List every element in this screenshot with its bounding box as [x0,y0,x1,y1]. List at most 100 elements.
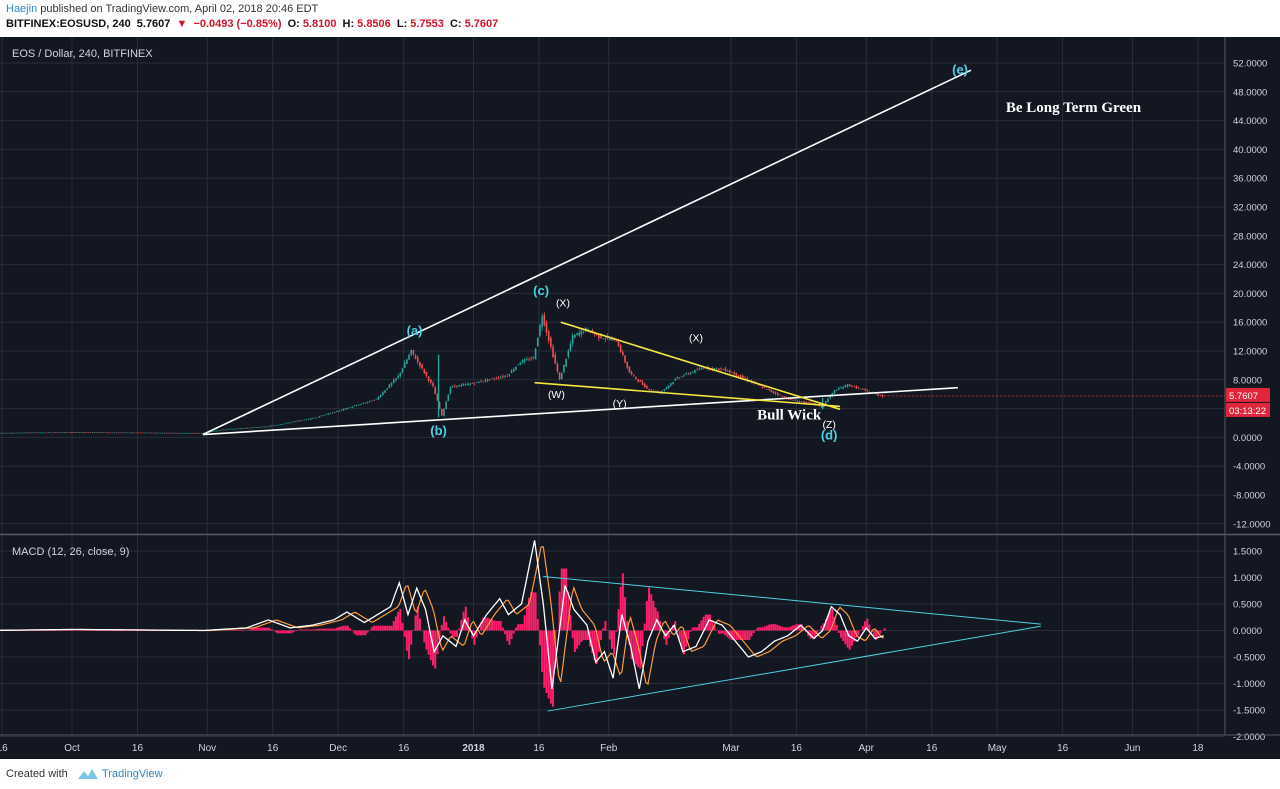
candle-body [410,349,413,355]
candle-body [102,432,105,434]
price-tick-label: 8.0000 [1233,375,1262,386]
candle-body [166,432,168,434]
x-tick-label: Jun [1124,743,1140,754]
macd-triangle-line [543,575,1041,625]
macd-histogram-bar [294,630,297,632]
candle-body [766,388,768,390]
candle-body [128,432,131,434]
candle-body [368,400,371,402]
macd-histogram-bar [353,630,356,634]
candle-body [480,381,482,382]
macd-histogram-bar [386,625,389,631]
macd-histogram-bar [789,626,792,631]
candle-body [619,345,622,353]
candle-body [833,390,836,394]
candle-body [578,332,581,336]
tradingview-link[interactable]: TradingView [102,768,163,780]
macd-histogram-bar [408,630,411,660]
high-value: 5.8506 [357,18,391,30]
candle-body [835,390,838,391]
macd-histogram-bar [320,628,323,631]
candle-body [648,389,650,390]
macd-histogram-bar [456,630,459,637]
macd-histogram-bar [848,630,851,650]
candle-body [510,370,513,373]
candle-body [46,432,48,434]
candle-body [504,375,506,377]
x-tick-label: 16 [398,743,410,754]
macd-histogram-bar [554,630,557,669]
candle-body [512,369,515,372]
candle-body [331,412,334,414]
candle-body [419,361,421,367]
macd-histogram-bar [709,614,712,631]
candle-body [432,382,434,387]
candle-body [78,432,81,433]
candle-body [726,370,729,372]
candle-body [475,381,478,383]
x-tick-label: 16 [267,743,279,754]
candle-body [0,432,2,434]
last-price-tag-label: 5.7607 [1229,391,1258,402]
candle-body [482,381,485,383]
candle-body [464,384,467,385]
candle-body [96,432,98,433]
x-tick-label: Apr [858,743,874,754]
candle-body [80,432,83,433]
candle-body [74,432,76,433]
macd-histogram-bar [602,628,605,631]
candle-body [875,393,877,395]
candle-body [866,389,869,391]
macd-tick-label: -0.5000 [1233,653,1265,664]
macd-histogram-bar [336,627,339,631]
candle-body [421,364,423,369]
candle-body [244,428,247,429]
candle-body [218,430,220,431]
macd-histogram-bar [403,630,406,637]
x-tick-label: Mar [722,743,740,754]
macd-line [0,540,884,689]
chart-canvas[interactable]: (a) (b) (c) (X) (X) (W) (Y) Bull Wick(Z)(d) (e) B… [0,37,1280,759]
candle-body [676,377,679,379]
macd-histogram-bar [826,615,829,631]
wave-label: (d) [821,428,838,443]
candle-body [698,368,701,370]
macd-histogram-bar [829,611,832,631]
macd-histogram-bar [595,630,598,664]
candle-body [172,432,175,434]
author-link[interactable]: Haejin [6,3,38,15]
candle-body [488,378,491,380]
macd-histogram-bar [412,629,415,631]
macd-histogram-bar [842,630,845,641]
candle-body [238,428,240,429]
candle-body [312,418,314,419]
candle-body [240,428,242,429]
macd-histogram-bar [608,630,611,640]
candle-body [622,351,624,356]
tradingview-logo-icon[interactable] [77,767,99,781]
open-value: 5.8100 [302,18,337,30]
price-tick-label: 32.0000 [1233,203,1267,214]
x-tick-label: Dec [329,743,347,754]
candle-body [774,392,777,394]
macd-pane[interactable] [0,540,1041,712]
candle-body [41,432,44,434]
macd-histogram-bar [277,630,280,634]
candle-body [104,432,107,433]
macd-histogram-bar [458,628,461,631]
macd-histogram-bar [674,620,677,631]
macd-histogram-bar [442,616,445,631]
macd-histogram-bar [290,630,293,634]
macd-histogram-bar [298,629,301,631]
candle-body [451,386,454,387]
macd-histogram-bar [613,630,616,655]
candle-body [382,392,384,396]
candle-body [229,428,231,430]
price-pane[interactable]: (a) (b) (c) (X) (X) (W) (Y) Bull Wick(Z)(d) (e) B… [0,62,1225,443]
candle-body [360,403,362,405]
macd-histogram-bar [678,630,681,640]
candle-body [281,423,284,425]
candle-body [541,316,543,328]
candle-body [209,431,212,433]
candle-body [781,395,783,397]
